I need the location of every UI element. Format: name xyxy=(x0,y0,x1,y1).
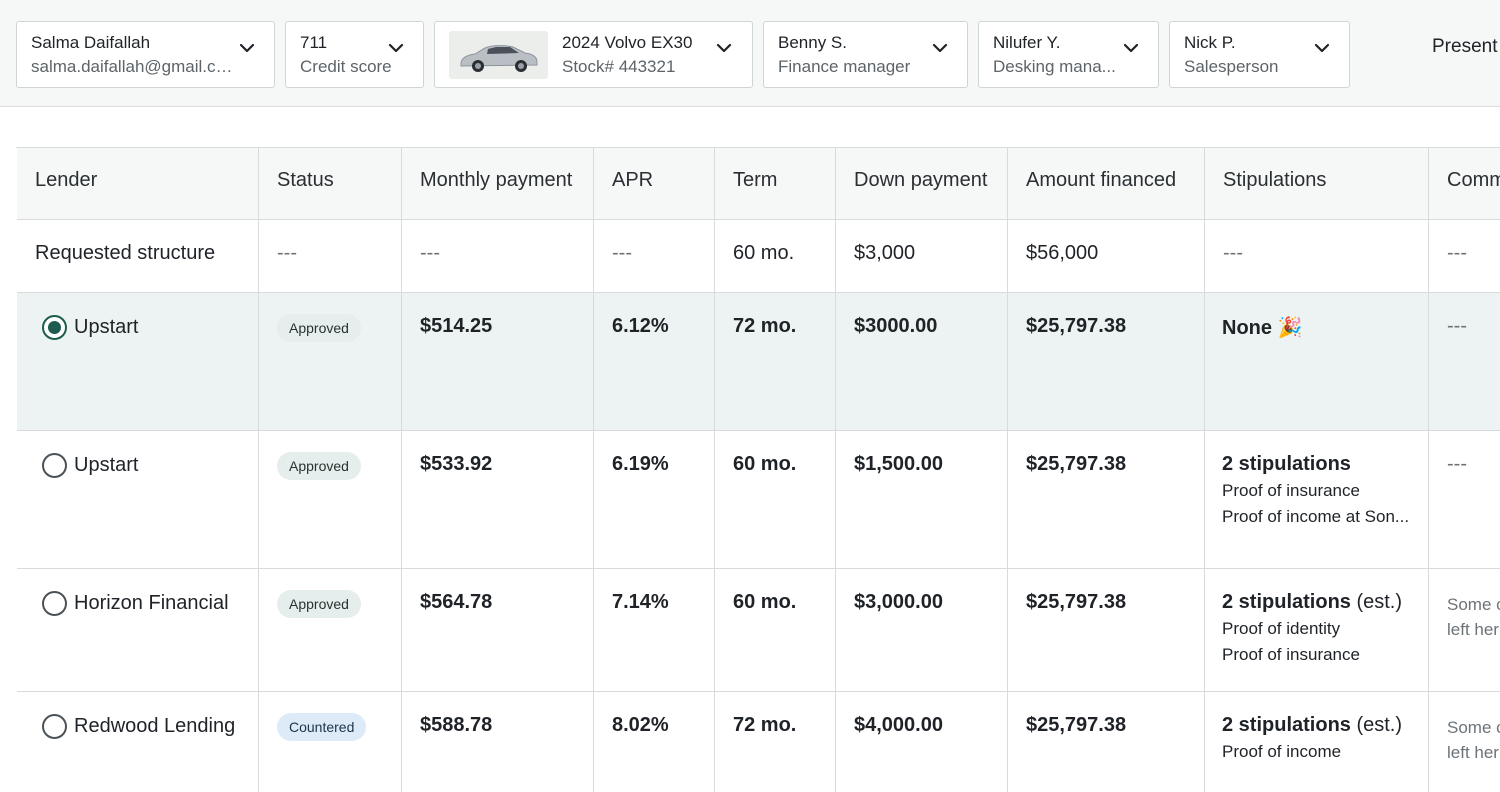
column-header-status[interactable]: Status xyxy=(277,169,334,191)
finance-manager-role: Finance manager xyxy=(778,57,911,76)
apr-value: 6.19% xyxy=(612,453,669,475)
stipulation-item: Proof of income xyxy=(1222,742,1342,761)
table-row[interactable]: Upstart Approved $533.92 6.19% 60 mo. $1… xyxy=(17,431,1500,569)
table-row[interactable]: Redwood Lending Countered $588.78 8.02% … xyxy=(17,692,1500,792)
lender-name: Redwood Lending xyxy=(74,715,236,737)
status-badge: Approved xyxy=(277,590,361,618)
vehicle-selector[interactable]: 2024 Volvo EX30 Stock# 443321 xyxy=(434,21,753,88)
deal-header-bar: Salma Daifallah salma.daifallah@gmail.co… xyxy=(0,0,1500,107)
column-header-stipulations[interactable]: Stipulations xyxy=(1223,169,1327,191)
lender-name: Upstart xyxy=(74,454,139,476)
salesperson-role: Salesperson xyxy=(1184,57,1279,76)
salesperson-name: Nick P. xyxy=(1184,33,1236,52)
customer-selector[interactable]: Salma Daifallah salma.daifallah@gmail.co… xyxy=(16,21,275,88)
vehicle-stock-number: Stock# 443321 xyxy=(562,57,676,76)
present-button[interactable]: Present xyxy=(1432,36,1498,57)
amount-financed: $25,797.38 xyxy=(1026,453,1127,475)
column-header-comments[interactable]: Comm xyxy=(1447,169,1500,191)
lender-name: Horizon Financial xyxy=(74,592,229,614)
apr-value: 8.02% xyxy=(612,714,669,736)
monthly-payment: $514.25 xyxy=(420,315,493,337)
term-value: 72 mo. xyxy=(733,714,797,736)
table-row[interactable]: Horizon Financial Approved $564.78 7.14%… xyxy=(17,569,1500,692)
apr-value: 7.14% xyxy=(612,591,669,613)
apr-value: 6.12% xyxy=(612,315,669,337)
customer-email: salma.daifallah@gmail.co... xyxy=(31,57,236,76)
requested-down-payment: $3,000 xyxy=(854,242,916,264)
column-header-monthly-payment[interactable]: Monthly payment xyxy=(420,169,573,191)
chevron-down-icon[interactable] xyxy=(1122,39,1140,57)
stipulations-summary: 2 stipulations xyxy=(1222,453,1351,475)
finance-manager-selector[interactable]: Benny S. Finance manager xyxy=(763,21,968,88)
comment-text: --- xyxy=(1447,315,1467,337)
comment-text: Some c left her xyxy=(1447,595,1500,639)
credit-score-value: 711 xyxy=(300,33,328,52)
desking-manager-role: Desking mana... xyxy=(993,57,1116,76)
column-header-amount-financed[interactable]: Amount financed xyxy=(1026,169,1177,191)
finance-manager-name: Benny S. xyxy=(778,33,847,52)
term-value: 60 mo. xyxy=(733,591,797,613)
requested-apr: --- xyxy=(612,242,632,264)
stipulation-item: Proof of insurance xyxy=(1222,481,1360,500)
stipulations-summary: None 🎉 xyxy=(1222,317,1303,339)
chevron-down-icon[interactable] xyxy=(238,39,256,57)
requested-comments: --- xyxy=(1447,242,1467,264)
column-header-down-payment[interactable]: Down payment xyxy=(854,169,988,191)
monthly-payment: $588.78 xyxy=(420,714,493,736)
requested-stipulations: --- xyxy=(1223,242,1243,264)
requested-term: 60 mo. xyxy=(733,242,795,264)
term-value: 60 mo. xyxy=(733,453,797,475)
offer-radio[interactable] xyxy=(42,453,67,478)
column-header-lender[interactable]: Lender xyxy=(35,169,98,191)
requested-structure-label: Requested structure xyxy=(35,242,216,264)
status-badge: Countered xyxy=(277,713,367,741)
desking-manager-selector[interactable]: Nilufer Y. Desking mana... xyxy=(978,21,1159,88)
down-payment: $4,000.00 xyxy=(854,714,943,736)
requested-amount-financed: $56,000 xyxy=(1026,242,1099,264)
stipulation-item: Proof of income at Son... xyxy=(1222,507,1410,526)
requested-status: --- xyxy=(277,242,297,264)
chevron-down-icon[interactable] xyxy=(1313,39,1331,57)
amount-financed: $25,797.38 xyxy=(1026,591,1127,613)
amount-financed: $25,797.38 xyxy=(1026,714,1127,736)
requested-structure-row: Requested structure --- --- --- 60 mo. $… xyxy=(17,220,1500,293)
stipulations-summary: 2 stipulations (est.) xyxy=(1222,591,1403,613)
comment-text: --- xyxy=(1447,453,1467,475)
status-badge: Approved xyxy=(277,314,361,342)
desking-manager-name: Nilufer Y. xyxy=(993,33,1061,52)
comment-text: Some c left her xyxy=(1447,718,1500,762)
stipulation-item: Proof of insurance xyxy=(1222,645,1360,664)
status-badge: Approved xyxy=(277,452,361,480)
down-payment: $3000.00 xyxy=(854,315,938,337)
term-value: 72 mo. xyxy=(733,315,797,337)
stipulations-summary: 2 stipulations (est.) xyxy=(1222,714,1403,736)
vehicle-title: 2024 Volvo EX30 xyxy=(562,33,693,52)
table-header-row: Lender Status Monthly payment APR Term D… xyxy=(17,148,1500,220)
salesperson-selector[interactable]: Nick P. Salesperson xyxy=(1169,21,1350,88)
stipulation-item: Proof of identity xyxy=(1222,619,1341,638)
column-header-term[interactable]: Term xyxy=(733,169,778,191)
monthly-payment: $533.92 xyxy=(420,453,493,475)
lender-offers-table: Lender Status Monthly payment APR Term D… xyxy=(16,147,1500,792)
chevron-down-icon[interactable] xyxy=(715,39,733,57)
chevron-down-icon[interactable] xyxy=(387,39,405,57)
lender-name: Upstart xyxy=(74,316,139,338)
down-payment: $1,500.00 xyxy=(854,453,943,475)
column-header-apr[interactable]: APR xyxy=(612,169,654,191)
customer-name: Salma Daifallah xyxy=(31,33,151,52)
amount-financed: $25,797.38 xyxy=(1026,315,1127,337)
requested-monthly-payment: --- xyxy=(420,242,440,264)
chevron-down-icon[interactable] xyxy=(931,39,949,57)
car-thumbnail xyxy=(449,31,548,79)
offer-radio-selected[interactable] xyxy=(42,315,67,340)
offer-radio[interactable] xyxy=(42,714,67,739)
down-payment: $3,000.00 xyxy=(854,591,943,613)
credit-score-label: Credit score xyxy=(300,57,392,76)
credit-score-selector[interactable]: 711 Credit score xyxy=(285,21,424,88)
monthly-payment: $564.78 xyxy=(420,591,493,613)
offer-radio[interactable] xyxy=(42,591,67,616)
table-row[interactable]: Upstart Approved $514.25 6.12% 72 mo. $3… xyxy=(17,293,1500,431)
